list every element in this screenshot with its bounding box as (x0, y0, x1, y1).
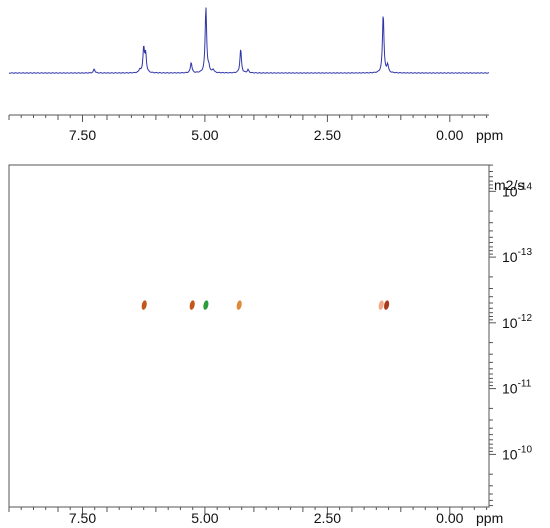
diffusion-peak (141, 300, 147, 310)
diffusion-axis: m2/s10-14 10-13 10-12 10-11 10-10 (489, 164, 532, 507)
diffusion-peak (203, 300, 209, 310)
ppm-tick-label: 7.50 (69, 127, 96, 143)
diffusion-peak (189, 300, 195, 310)
projection-trace (8, 7, 490, 74)
proton-projection (8, 7, 490, 74)
ppm-tick-label: 7.50 (69, 510, 96, 526)
diffusion-tick-label: 10-14 (502, 181, 532, 199)
diffusion-tick-label: 10-13 (502, 247, 532, 265)
ppm-tick-label: 0.00 (436, 510, 463, 526)
diffusion-tick-label: 10-12 (502, 313, 532, 331)
diffusion-peak (378, 300, 384, 310)
diffusion-tick-label: 10-11 (502, 379, 532, 397)
dosy-plot-frame (8, 164, 490, 508)
diffusion-peak (236, 300, 242, 310)
ppm-unit-label: ppm (476, 510, 503, 526)
ppm-tick-label: 5.00 (191, 127, 218, 143)
diffusion-unit-label: m2/s (494, 177, 524, 193)
top-ppm-axis: 7.50 5.00 2.50 0.00 ppm (8, 114, 503, 143)
ppm-tick-label: 5.00 (191, 510, 218, 526)
diffusion-peak (384, 300, 390, 310)
ppm-tick-label: 2.50 (314, 510, 341, 526)
diffusion-tick-label: 10-10 (502, 444, 532, 462)
ppm-unit-label: ppm (476, 127, 503, 143)
ppm-tick-label: 2.50 (314, 127, 341, 143)
ppm-tick-label: 0.00 (436, 127, 463, 143)
bottom-ppm-axis: 7.50 5.00 2.50 0.00 ppm (8, 506, 503, 526)
diffusion-peaks (141, 300, 390, 310)
